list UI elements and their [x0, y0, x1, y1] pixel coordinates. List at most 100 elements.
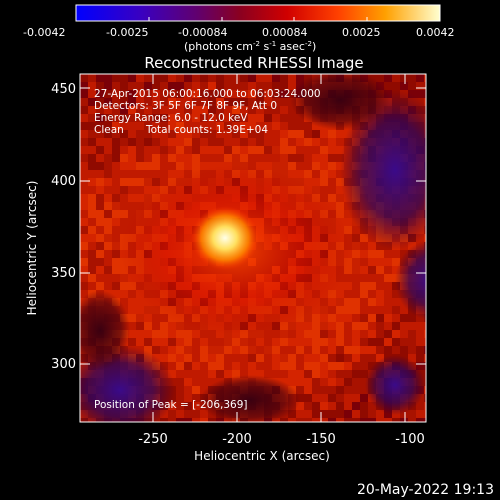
image-pixel [152, 74, 160, 82]
image-pixel [216, 354, 224, 362]
image-pixel [368, 322, 376, 330]
image-pixel [328, 362, 336, 370]
image-pixel [352, 274, 360, 282]
image-pixel [160, 170, 168, 178]
image-pixel [424, 82, 426, 90]
image-pixel [248, 114, 256, 122]
image-pixel [144, 162, 152, 170]
image-pixel [368, 298, 376, 306]
image-pixel [224, 346, 232, 354]
image-pixel [296, 354, 304, 362]
image-pixel [400, 314, 408, 322]
image-pixel [328, 194, 336, 202]
image-pixel [80, 138, 88, 146]
image-pixel [344, 378, 352, 386]
image-pixel [392, 74, 400, 82]
image-pixel [208, 82, 216, 90]
image-pixel [80, 98, 88, 106]
image-pixel [104, 162, 112, 170]
image-pixel [104, 234, 112, 242]
image-pixel [232, 362, 240, 370]
image-pixel [80, 290, 88, 298]
image-pixel [304, 410, 312, 418]
image-pixel [312, 154, 320, 162]
image-pixel [288, 146, 296, 154]
image-pixel [240, 354, 248, 362]
image-pixel [360, 402, 368, 410]
image-pixel [256, 346, 264, 354]
image-pixel [336, 362, 344, 370]
image-pixel [128, 162, 136, 170]
image-pixel [112, 154, 120, 162]
image-pixel [272, 362, 280, 370]
image-pixel [376, 410, 384, 418]
image-pixel [80, 82, 88, 90]
image-pixel [200, 418, 208, 422]
image-pixel [352, 226, 360, 234]
image-pixel [368, 330, 376, 338]
image-pixel [304, 314, 312, 322]
x-tick-label: -250 [138, 432, 168, 447]
image-pixel [200, 114, 208, 122]
image-pixel [216, 122, 224, 130]
image-pixel [152, 170, 160, 178]
image-pixel [336, 402, 344, 410]
image-pixel [280, 362, 288, 370]
image-pixel [96, 210, 104, 218]
image-pixel [88, 282, 96, 290]
image-pixel [344, 210, 352, 218]
image-pixel [136, 114, 144, 122]
image-pixel [224, 90, 232, 98]
image-pixel [168, 410, 176, 418]
image-pixel [80, 186, 88, 194]
image-pixel [88, 234, 96, 242]
image-pixel [424, 354, 426, 362]
image-pixel [160, 74, 168, 82]
image-pixel [152, 346, 160, 354]
image-pixel [176, 346, 184, 354]
image-pixel [168, 170, 176, 178]
image-pixel [384, 314, 392, 322]
image-pixel [176, 378, 184, 386]
image-pixel [368, 250, 376, 258]
image-pixel [264, 82, 272, 90]
image-pixel [120, 146, 128, 154]
image-pixel [96, 218, 104, 226]
image-pixel [392, 418, 400, 422]
image-pixel [136, 154, 144, 162]
image-pixel [248, 362, 256, 370]
image-pixel [96, 90, 104, 98]
image-pixel [416, 362, 424, 370]
image-pixel [400, 74, 408, 82]
image-pixel [224, 98, 232, 106]
image-pixel [112, 90, 120, 98]
image-pixel [96, 106, 104, 114]
image-pixel [160, 122, 168, 130]
plot-title: Reconstructed RHESSI Image [144, 54, 363, 72]
image-pixel [424, 338, 426, 346]
image-pixel [296, 362, 304, 370]
image-pixel [128, 90, 136, 98]
image-pixel [392, 298, 400, 306]
image-pixel [272, 130, 280, 138]
x-tick-label: -200 [222, 432, 252, 447]
image-pixel [192, 338, 200, 346]
image-pixel [192, 82, 200, 90]
colorbar-tick-label: -0.00084 [178, 26, 227, 39]
image-pixel [272, 98, 280, 106]
image-pixel [424, 378, 426, 386]
image-pixel [248, 138, 256, 146]
image-pixel [240, 138, 248, 146]
x-tick-label: -150 [306, 432, 336, 447]
image-pixel [160, 314, 168, 322]
image-pixel [296, 122, 304, 130]
image-pixel [352, 282, 360, 290]
image-pixel [168, 98, 176, 106]
image-pixel [120, 218, 128, 226]
image-pixel [88, 266, 96, 274]
low-region [365, 355, 425, 415]
image-pixel [128, 178, 136, 186]
image-pixel [312, 322, 320, 330]
image-pixel [320, 378, 328, 386]
image-pixel [96, 202, 104, 210]
